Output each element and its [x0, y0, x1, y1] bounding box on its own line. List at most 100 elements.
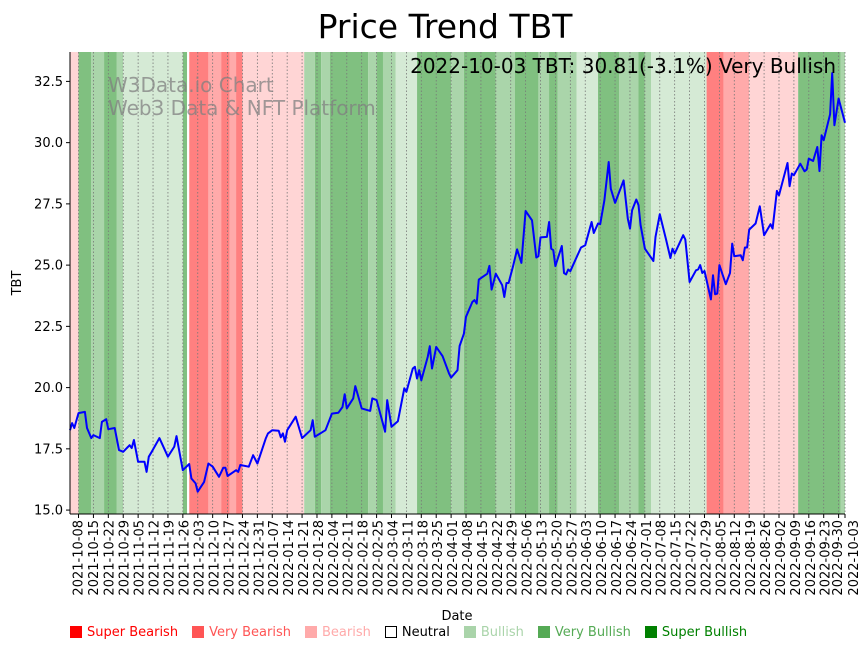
- x-tick-label: 2022-01-21: [297, 520, 312, 596]
- chart-title: Price Trend TBT: [318, 7, 574, 46]
- legend-item-very-bullish: Very Bullish: [537, 624, 631, 640]
- x-tick-label: 2021-12-31: [252, 520, 267, 596]
- band-bearish: [749, 52, 799, 514]
- legend-label: Very Bearish: [209, 624, 291, 640]
- x-tick-label: 2021-10-29: [118, 520, 133, 596]
- y-tick-label: 32.5: [34, 75, 63, 90]
- x-tick-label: 2022-06-03: [580, 520, 595, 596]
- x-tick-label: 2021-10-08: [72, 520, 87, 596]
- band-very-bullish: [382, 52, 396, 514]
- legend-swatch: [70, 626, 82, 638]
- y-tick-label: 20.0: [34, 381, 63, 396]
- band-super-bearish: [189, 52, 209, 514]
- vertical-gridlines: [78, 52, 846, 514]
- legend-label: Very Bullish: [554, 624, 631, 640]
- x-tick-label: 2021-12-03: [193, 520, 208, 596]
- band-super-bullish: [182, 52, 188, 514]
- band-super-bullish: [78, 52, 92, 514]
- band-very-bullish: [495, 52, 515, 514]
- x-tick-label: 2022-08-12: [729, 520, 744, 596]
- x-tick-label: 2021-12-10: [208, 520, 223, 596]
- legend-item-bullish: Bullish: [463, 624, 524, 640]
- band-neutral: [187, 52, 190, 514]
- x-tick-label: 2022-03-11: [401, 520, 416, 596]
- band-very-bullish: [557, 52, 577, 514]
- watermark: W3Data.io Chart Web3 Data & NFT Platform: [108, 73, 376, 120]
- y-tick-label: 15.0: [34, 504, 63, 519]
- y-tick-label: 17.5: [34, 442, 63, 457]
- x-tick-label: 2022-06-24: [625, 520, 640, 596]
- x-tick-label: 2022-03-25: [431, 520, 446, 596]
- band-very-bullish: [368, 52, 377, 514]
- x-tick-label: 2022-07-29: [699, 520, 714, 596]
- band-bearish: [70, 52, 79, 514]
- legend-label: Bearish: [321, 624, 371, 640]
- x-tick-label: 2022-02-25: [372, 520, 387, 596]
- y-tick-label: 22.5: [34, 320, 63, 335]
- legend-swatch: [644, 626, 657, 638]
- sentiment-bands: [70, 52, 845, 514]
- x-tick-label: 2022-05-27: [565, 520, 580, 596]
- band-very-bullish: [304, 52, 315, 514]
- band-bullish: [576, 52, 599, 514]
- watermark-line-2: Web3 Data & NFT Platform: [108, 96, 376, 120]
- legend-item-very-bearish: Very Bearish: [192, 625, 291, 640]
- legend-item-super-bullish: Super Bullish: [644, 624, 748, 640]
- x-tick-label: 2022-01-07: [267, 520, 282, 596]
- band-super-bullish: [104, 52, 117, 514]
- x-tick-label: 2022-10-03: [847, 520, 862, 596]
- x-tick-label: 2022-07-15: [670, 520, 685, 596]
- x-tick-label: 2022-08-05: [714, 520, 729, 596]
- x-tick-label: 2022-06-17: [610, 520, 625, 596]
- x-tick-label: 2021-10-15: [87, 520, 102, 596]
- y-tick-label: 27.5: [34, 197, 63, 212]
- legend-label: Bullish: [480, 624, 524, 640]
- x-tick-label: 2022-04-22: [491, 520, 506, 596]
- x-tick-label: 2022-04-15: [476, 520, 491, 596]
- x-tick-label: 2022-07-01: [640, 520, 655, 596]
- x-tick-label: 2022-02-11: [342, 520, 357, 596]
- x-tick-label: 2022-08-26: [759, 520, 774, 596]
- band-very-bearish: [229, 52, 237, 514]
- x-tick-label: 2021-11-26: [178, 520, 193, 596]
- band-bearish: [242, 52, 305, 514]
- y-tick-label: 30.0: [34, 136, 63, 151]
- band-super-bullish: [598, 52, 620, 514]
- x-tick-label: 2022-02-04: [327, 520, 342, 596]
- x-tick-label: 2022-03-18: [416, 520, 431, 596]
- band-super-bullish: [549, 52, 558, 514]
- x-tick-label: 2022-09-09: [789, 520, 804, 596]
- band-very-bullish: [644, 52, 652, 514]
- band-super-bullish: [314, 52, 322, 514]
- x-tick-label: 2022-09-02: [774, 520, 789, 596]
- x-tick-label: 2021-11-19: [163, 520, 178, 596]
- band-super-bullish: [417, 52, 452, 514]
- y-tick-label: 25.0: [34, 259, 63, 274]
- x-tick-label: 2022-05-20: [550, 520, 565, 596]
- legend-item-bearish: Bearish: [304, 624, 371, 640]
- band-very-bullish: [619, 52, 639, 514]
- legend-label: Super Bearish: [87, 624, 179, 640]
- x-tick-label: 2022-02-18: [357, 520, 372, 596]
- x-tick-label: 2022-09-16: [804, 520, 819, 596]
- x-tick-label: 2022-03-04: [386, 520, 401, 596]
- legend-label: Super Bullish: [661, 624, 748, 640]
- legend-item-neutral: Neutral: [384, 625, 450, 640]
- band-very-bullish: [538, 52, 550, 514]
- x-tick-label: 2022-08-19: [744, 520, 759, 596]
- band-very-bullish: [840, 52, 845, 514]
- band-super-bearish: [221, 52, 230, 514]
- band-very-bullish: [321, 52, 330, 514]
- x-axis-label: Date: [441, 609, 472, 624]
- band-bullish: [651, 52, 707, 514]
- x-tick-label: 2021-11-12: [148, 520, 163, 596]
- x-tick-label: 2022-01-28: [312, 520, 327, 596]
- x-tick-label: 2021-11-05: [133, 520, 148, 596]
- band-super-bearish: [706, 52, 724, 514]
- legend-swatch: [192, 626, 205, 638]
- legend-swatch: [384, 626, 397, 638]
- band-super-bullish: [514, 52, 539, 514]
- band-super-bullish: [638, 52, 645, 514]
- band-super-bullish: [798, 52, 841, 514]
